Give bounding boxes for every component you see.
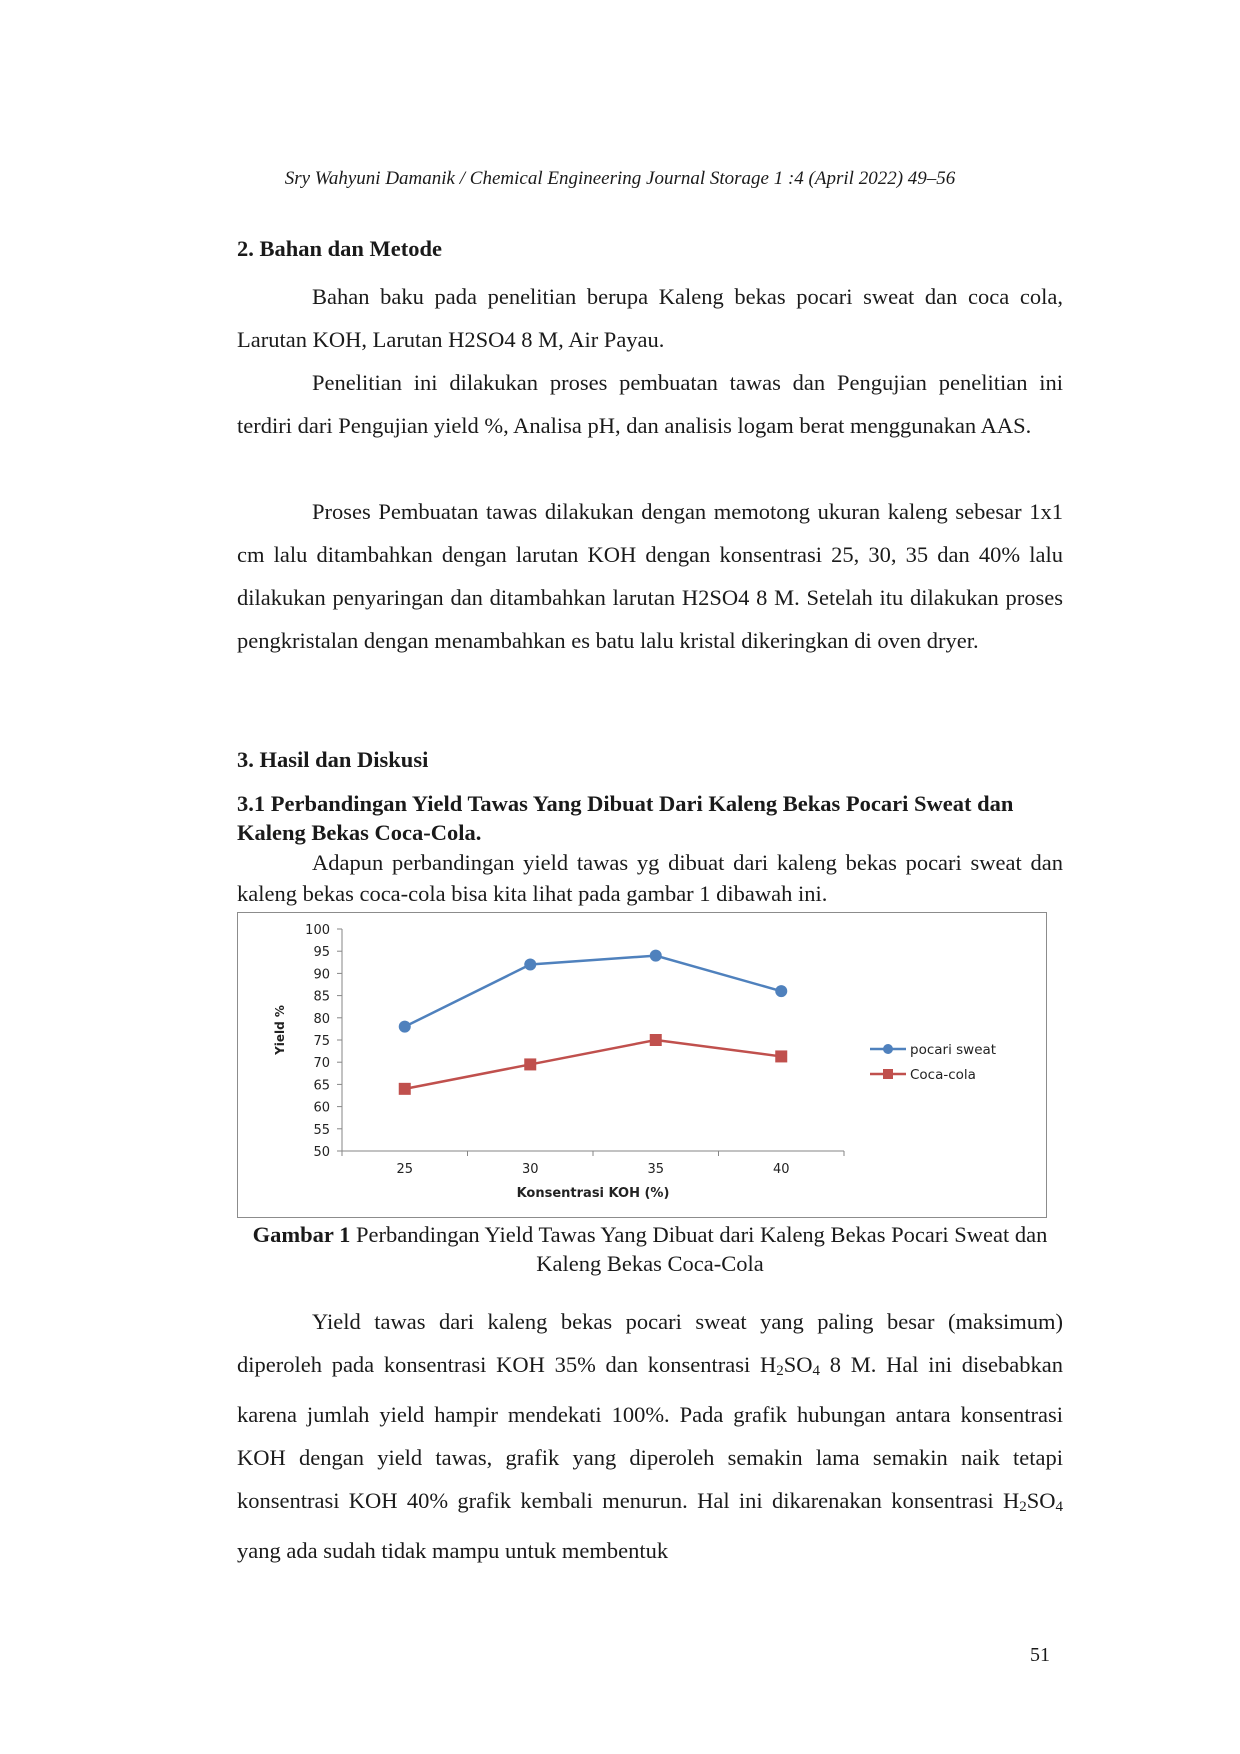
section-3-1-subtitle: 3.1 Perbandingan Yield Tawas Yang Dibuat…: [237, 791, 1014, 845]
y-tick-label: 55: [313, 1123, 330, 1138]
results-text-4: SO: [1026, 1488, 1056, 1513]
results-paragraph: Yield tawas dari kaleng bekas pocari swe…: [237, 1300, 1063, 1572]
section-2-paragraph-2: Penelitian ini dilakukan proses pembuata…: [237, 370, 1063, 438]
running-header: Sry Wahyuni Damanik / Chemical Engineeri…: [284, 168, 956, 189]
y-axis-label: Yield %: [273, 1005, 287, 1056]
results-text-2: SO: [783, 1352, 813, 1377]
series-line-0: [404, 954, 782, 1028]
y-tick-label: 75: [313, 1034, 330, 1049]
section-2-title: 2. Bahan dan Metode: [237, 236, 443, 261]
data-point: [398, 1020, 411, 1033]
section-3-intro: Adapun perbandingan yield tawas yg dibua…: [237, 850, 1063, 906]
line-chart: 50 55 60 65 70 75 80 85 90 95 100 25 30 35 40 Konsentra…: [273, 923, 996, 1201]
x-tick-label: 35: [647, 1162, 664, 1177]
x-axis-label: Konsentrasi KOH (%): [517, 1186, 670, 1201]
x-tick-label: 40: [773, 1162, 790, 1177]
y-tick-label: 100: [305, 923, 330, 938]
data-point: [398, 1082, 411, 1095]
y-tick-label: 70: [313, 1056, 330, 1071]
results-text-1: Yield tawas dari kaleng bekas pocari swe…: [237, 1309, 1063, 1377]
data-point: [524, 1058, 537, 1071]
figure-1-chart: 50 55 60 65 70 75 80 85 90 95 100 25 30 35 40 Konsentra…: [237, 912, 1047, 1218]
legend-label: pocari sweat: [910, 1042, 996, 1058]
results-text-3: 8 M. Hal ini disebabkan karena jumlah yi…: [237, 1352, 1063, 1513]
legend-marker: [883, 1044, 893, 1054]
subscript: 4: [812, 1363, 821, 1379]
subscript: 2: [776, 1363, 784, 1379]
legend-label: Coca-cola: [910, 1067, 976, 1083]
x-tick-label: 30: [522, 1162, 539, 1177]
subscript: 4: [1055, 1499, 1064, 1515]
data-point: [775, 985, 788, 998]
legend-marker: [883, 1069, 893, 1079]
y-tick-label: 90: [313, 967, 330, 982]
figure-caption-text: Perbandingan Yield Tawas Yang Dibuat dar…: [350, 1222, 1048, 1276]
y-tick-label: 60: [313, 1101, 330, 1116]
y-tick-label: 50: [313, 1145, 330, 1160]
data-point: [524, 958, 537, 971]
section-2-paragraph-1: Bahan baku pada penelitian berupa Kaleng…: [237, 284, 1063, 352]
results-text-5: yang ada sudah tidak mampu untuk membent…: [237, 1538, 669, 1563]
data-point: [649, 949, 662, 962]
y-tick-label: 85: [313, 990, 330, 1005]
data-point: [649, 1034, 662, 1046]
figure-1-caption: Gambar 1 Perbandingan Yield Tawas Yang D…: [237, 1220, 1063, 1278]
series-line-1: [404, 1038, 782, 1091]
subscript: 2: [1019, 1499, 1027, 1515]
data-point: [775, 1050, 788, 1063]
y-tick-label: 80: [313, 1012, 330, 1027]
page-number: 51: [1030, 1644, 1050, 1666]
y-tick-label: 65: [313, 1078, 330, 1093]
section-2-paragraph-3: Proses Pembuatan tawas dilakukan dengan …: [237, 499, 1063, 653]
section-3-title: 3. Hasil dan Diskusi: [237, 747, 429, 772]
x-tick-label: 25: [396, 1162, 413, 1177]
y-tick-label: 95: [313, 945, 330, 960]
figure-caption-label: Gambar 1: [252, 1222, 351, 1247]
